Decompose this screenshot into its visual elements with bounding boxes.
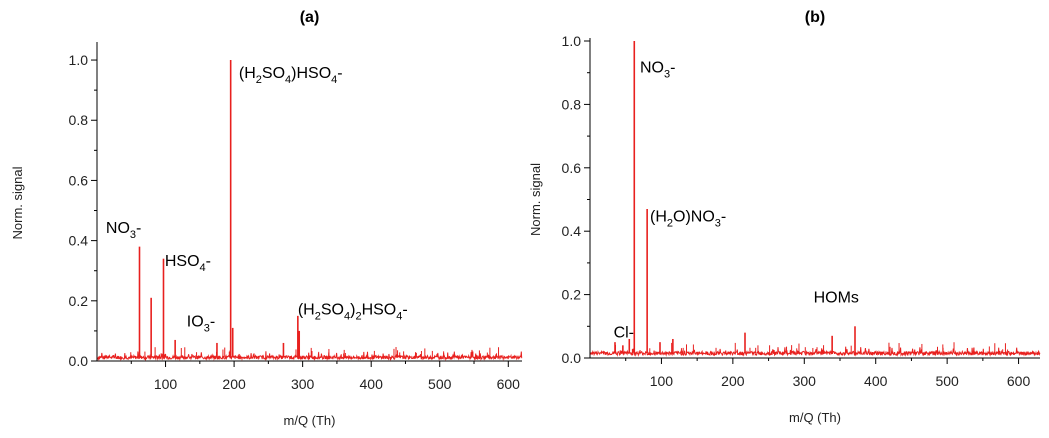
annotation-text: - bbox=[136, 220, 141, 237]
annotation-text: SO bbox=[262, 65, 285, 82]
annotation-subscript: 4 bbox=[331, 74, 337, 86]
y-tick-label: 0.2 bbox=[69, 293, 89, 309]
x-tick-label: 600 bbox=[1007, 373, 1031, 389]
y-tick-label: 0.8 bbox=[562, 96, 582, 112]
annotation-subscript: 4 bbox=[285, 74, 291, 86]
peak-annotation: NO3- bbox=[106, 220, 141, 241]
x-tick-label: 300 bbox=[793, 373, 817, 389]
x-tick-label: 600 bbox=[497, 376, 521, 392]
x-tick-label: 100 bbox=[650, 373, 674, 389]
y-tick-label: 0.4 bbox=[562, 223, 582, 239]
annotation-text: O)NO bbox=[673, 209, 715, 226]
y-tick-label: 0.8 bbox=[69, 112, 89, 128]
x-tick-label: 500 bbox=[935, 373, 959, 389]
annotation-text: Cl- bbox=[614, 324, 634, 341]
annotation-text: NO bbox=[640, 60, 664, 77]
y-tick-label: 0.6 bbox=[69, 172, 89, 188]
x-tick-label: 400 bbox=[360, 376, 384, 392]
annotation-subscript: 2 bbox=[355, 310, 361, 322]
x-axis-title: m/Q (Th) bbox=[789, 410, 841, 425]
annotation-subscript: 4 bbox=[200, 262, 206, 274]
annotation-text: HSO bbox=[165, 253, 200, 270]
panel-label: (a) bbox=[300, 9, 320, 26]
annotation-text: (H bbox=[239, 65, 256, 82]
x-tick-label: 400 bbox=[864, 373, 888, 389]
annotation-text: SO bbox=[321, 301, 344, 318]
annotation-text: - bbox=[337, 65, 342, 82]
annotation-subscript: 3 bbox=[664, 69, 670, 81]
annotation-subscript: 3 bbox=[130, 229, 136, 241]
peak-annotation: IO3- bbox=[187, 313, 215, 334]
annotation-text: - bbox=[206, 253, 211, 270]
annotation-text: )HSO bbox=[291, 65, 331, 82]
peak-annotation: (H2SO4)2HSO4- bbox=[298, 301, 408, 322]
annotation-subscript: 2 bbox=[667, 218, 673, 230]
annotation-text: HOMs bbox=[814, 290, 859, 307]
annotation-text: (H bbox=[298, 301, 315, 318]
annotation-text: - bbox=[402, 301, 407, 318]
chart-panel: (a) 0.0 0.2 0.4 0.6 0.8 1.0 100 200 300 400 500 600 m… bbox=[10, 9, 523, 428]
x-tick-label: 200 bbox=[222, 376, 246, 392]
annotation-subscript: 2 bbox=[256, 74, 262, 86]
annotation-text: IO bbox=[187, 313, 204, 330]
x-tick-label: 200 bbox=[721, 373, 745, 389]
peak-annotation: HOMs bbox=[814, 290, 859, 307]
peak-annotation: (H2O)NO3- bbox=[650, 209, 726, 230]
annotation-text: - bbox=[721, 209, 726, 226]
chart-panel: (b) 0.0 0.2 0.4 0.6 0.8 1.0 100 200 300 400 500 600 m… bbox=[528, 9, 1041, 425]
annotation-text: NO bbox=[106, 220, 130, 237]
annotation-subscript: 4 bbox=[396, 310, 402, 322]
annotation-subscript: 3 bbox=[204, 322, 210, 334]
peak-annotation: (H2SO4)HSO4- bbox=[239, 65, 343, 86]
spectrum-baseline bbox=[590, 346, 1041, 357]
x-axis-title: m/Q (Th) bbox=[284, 413, 336, 428]
spectrum-baseline bbox=[97, 349, 523, 362]
y-tick-label: 0.0 bbox=[69, 353, 89, 369]
y-axis-title: Norm. signal bbox=[528, 163, 543, 236]
y-tick-label: 1.0 bbox=[69, 52, 89, 68]
x-tick-label: 300 bbox=[291, 376, 315, 392]
x-tick-label: 500 bbox=[428, 376, 452, 392]
x-tick-label: 100 bbox=[154, 376, 178, 392]
annotation-text: HSO bbox=[362, 301, 397, 318]
y-tick-label: 0.6 bbox=[562, 160, 582, 176]
y-axis-title: Norm. signal bbox=[10, 166, 25, 239]
annotation-text: (H bbox=[650, 209, 667, 226]
y-tick-label: 0.2 bbox=[562, 287, 582, 303]
y-tick-label: 1.0 bbox=[562, 33, 582, 49]
panel-label: (b) bbox=[805, 9, 825, 26]
annotation-subscript: 2 bbox=[315, 310, 321, 322]
peak-annotation: NO3- bbox=[640, 60, 675, 81]
peak-annotation: HSO4- bbox=[165, 253, 211, 274]
annotation-text: - bbox=[670, 60, 675, 77]
annotation-subscript: 4 bbox=[344, 310, 350, 322]
peak-annotation: Cl- bbox=[614, 324, 634, 341]
annotation-subscript: 3 bbox=[715, 218, 721, 230]
y-tick-label: 0.4 bbox=[69, 233, 89, 249]
annotation-text: ) bbox=[350, 301, 355, 318]
annotation-text: - bbox=[210, 313, 215, 330]
y-tick-label: 0.0 bbox=[562, 350, 582, 366]
